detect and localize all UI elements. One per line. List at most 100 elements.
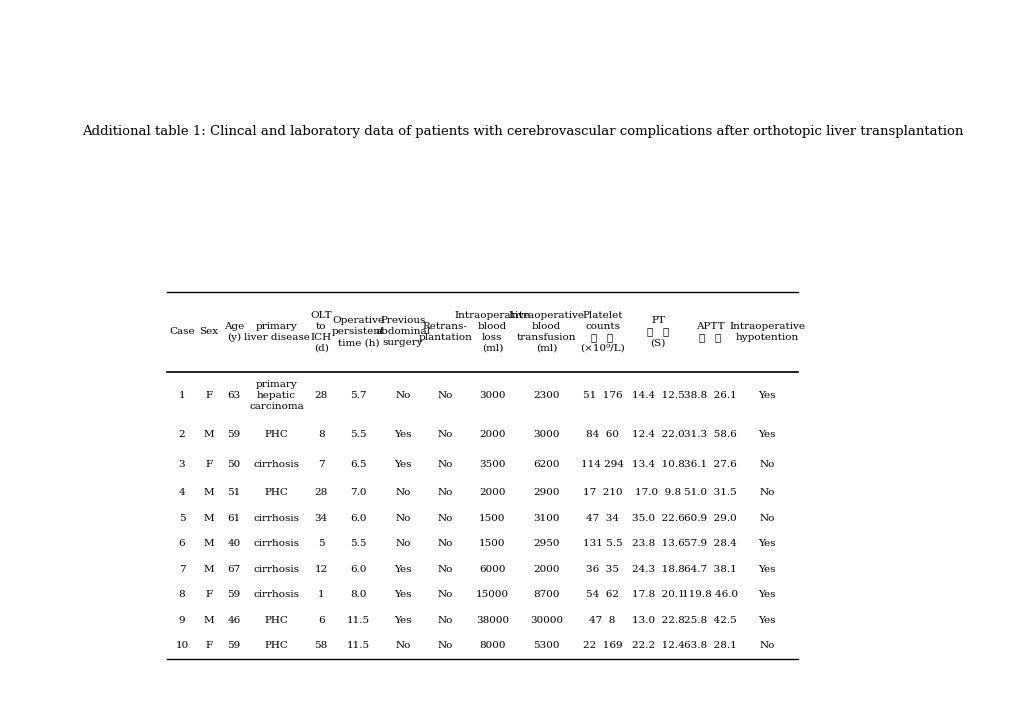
Text: Yes: Yes <box>394 590 412 599</box>
Text: 2900: 2900 <box>533 488 559 498</box>
Text: Additional table 1: Clincal and laboratory data of patients with cerebrovascular: Additional table 1: Clincal and laborato… <box>82 125 963 138</box>
Text: 6.0: 6.0 <box>351 514 367 523</box>
Text: Yes: Yes <box>757 430 775 438</box>
Text: 2000: 2000 <box>479 488 505 498</box>
Text: 2000: 2000 <box>533 564 559 574</box>
Text: Operative
persistent
time (h): Operative persistent time (h) <box>332 316 385 347</box>
Text: No: No <box>437 514 452 523</box>
Text: 23.8  13.6: 23.8 13.6 <box>631 539 684 549</box>
Text: Sex: Sex <box>199 327 218 336</box>
Text: M: M <box>204 564 214 574</box>
Text: 8: 8 <box>178 590 185 599</box>
Text: Yes: Yes <box>394 430 412 438</box>
Text: 28: 28 <box>314 488 327 498</box>
Text: Platelet
counts
①   ②
(×10⁹/L): Platelet counts ① ② (×10⁹/L) <box>580 310 625 353</box>
Text: 3: 3 <box>178 460 185 469</box>
Text: 28: 28 <box>314 391 327 400</box>
Text: 8.0: 8.0 <box>351 590 367 599</box>
Text: M: M <box>204 430 214 438</box>
Text: No: No <box>437 564 452 574</box>
Text: 17.8  20.1: 17.8 20.1 <box>631 590 684 599</box>
Text: 51  176: 51 176 <box>582 391 622 400</box>
Text: 11.5: 11.5 <box>346 642 370 650</box>
Text: No: No <box>437 642 452 650</box>
Text: 38.8  26.1: 38.8 26.1 <box>684 391 736 400</box>
Text: 59: 59 <box>227 590 240 599</box>
Text: 114 294: 114 294 <box>581 460 624 469</box>
Text: 4: 4 <box>178 488 185 498</box>
Text: No: No <box>437 539 452 549</box>
Text: primary
hepatic
carcinoma: primary hepatic carcinoma <box>249 380 304 411</box>
Text: 24.3  18.8: 24.3 18.8 <box>631 564 684 574</box>
Text: 1500: 1500 <box>479 539 505 549</box>
Text: 67: 67 <box>227 564 240 574</box>
Text: No: No <box>395 642 411 650</box>
Text: 6.0: 6.0 <box>351 564 367 574</box>
Text: 47  8: 47 8 <box>589 616 615 625</box>
Text: cirrhosis: cirrhosis <box>254 564 300 574</box>
Text: 8700: 8700 <box>533 590 559 599</box>
Text: 13.0  22.8: 13.0 22.8 <box>631 616 684 625</box>
Text: PT
①   ②
(S): PT ① ② (S) <box>646 316 668 347</box>
Text: Previous
abdominal
surgery: Previous abdominal surgery <box>375 316 430 347</box>
Text: 13.4  10.8: 13.4 10.8 <box>631 460 684 469</box>
Text: 5: 5 <box>178 514 185 523</box>
Text: Yes: Yes <box>394 460 412 469</box>
Text: No: No <box>437 391 452 400</box>
Text: Yes: Yes <box>757 616 775 625</box>
Text: 25.8  42.5: 25.8 42.5 <box>684 616 736 625</box>
Text: 11.5: 11.5 <box>346 616 370 625</box>
Text: 7: 7 <box>178 564 185 574</box>
Text: 12.4  22.0: 12.4 22.0 <box>631 430 684 438</box>
Text: Yes: Yes <box>394 616 412 625</box>
Text: 131 5.5: 131 5.5 <box>582 539 622 549</box>
Text: 6: 6 <box>318 616 324 625</box>
Text: 1: 1 <box>318 590 324 599</box>
Text: 5: 5 <box>318 539 324 549</box>
Text: 6000: 6000 <box>479 564 505 574</box>
Text: Intraoperative
blood
transfusion
(ml): Intraoperative blood transfusion (ml) <box>507 310 584 353</box>
Text: 17  210: 17 210 <box>582 488 622 498</box>
Text: 3100: 3100 <box>533 514 559 523</box>
Text: 7.0: 7.0 <box>351 488 367 498</box>
Text: No: No <box>395 488 411 498</box>
Text: 12: 12 <box>314 564 327 574</box>
Text: 51.0  31.5: 51.0 31.5 <box>684 488 736 498</box>
Text: M: M <box>204 616 214 625</box>
Text: Yes: Yes <box>757 539 775 549</box>
Text: Intraoperative
hypotention: Intraoperative hypotention <box>729 322 804 342</box>
Text: 46: 46 <box>227 616 240 625</box>
Text: Yes: Yes <box>757 564 775 574</box>
Text: 84  60: 84 60 <box>586 430 619 438</box>
Text: 17.0  9.8: 17.0 9.8 <box>634 488 681 498</box>
Text: 22  169: 22 169 <box>582 642 622 650</box>
Text: No: No <box>437 430 452 438</box>
Text: 64.7  38.1: 64.7 38.1 <box>684 564 736 574</box>
Text: Intraoperative
blood
loss
(ml): Intraoperative blood loss (ml) <box>453 310 530 353</box>
Text: F: F <box>205 460 212 469</box>
Text: M: M <box>204 488 214 498</box>
Text: 6.5: 6.5 <box>351 460 367 469</box>
Text: 15000: 15000 <box>475 590 508 599</box>
Text: 5.5: 5.5 <box>351 430 367 438</box>
Text: 1: 1 <box>178 391 185 400</box>
Text: 34: 34 <box>314 514 327 523</box>
Text: cirrhosis: cirrhosis <box>254 460 300 469</box>
Text: 2300: 2300 <box>533 391 559 400</box>
Text: 5300: 5300 <box>533 642 559 650</box>
Text: 14.4  12.5: 14.4 12.5 <box>631 391 684 400</box>
Text: cirrhosis: cirrhosis <box>254 514 300 523</box>
Text: No: No <box>758 460 774 469</box>
Text: 35.0  22.6: 35.0 22.6 <box>631 514 684 523</box>
Text: 57.9  28.4: 57.9 28.4 <box>684 539 736 549</box>
Text: No: No <box>437 616 452 625</box>
Text: 59: 59 <box>227 430 240 438</box>
Text: 3000: 3000 <box>533 430 559 438</box>
Text: 7: 7 <box>318 460 324 469</box>
Text: Yes: Yes <box>394 564 412 574</box>
Text: 8000: 8000 <box>479 642 505 650</box>
Text: No: No <box>758 514 774 523</box>
Text: 3000: 3000 <box>479 391 505 400</box>
Text: 1500: 1500 <box>479 514 505 523</box>
Text: 36.1  27.6: 36.1 27.6 <box>684 460 736 469</box>
